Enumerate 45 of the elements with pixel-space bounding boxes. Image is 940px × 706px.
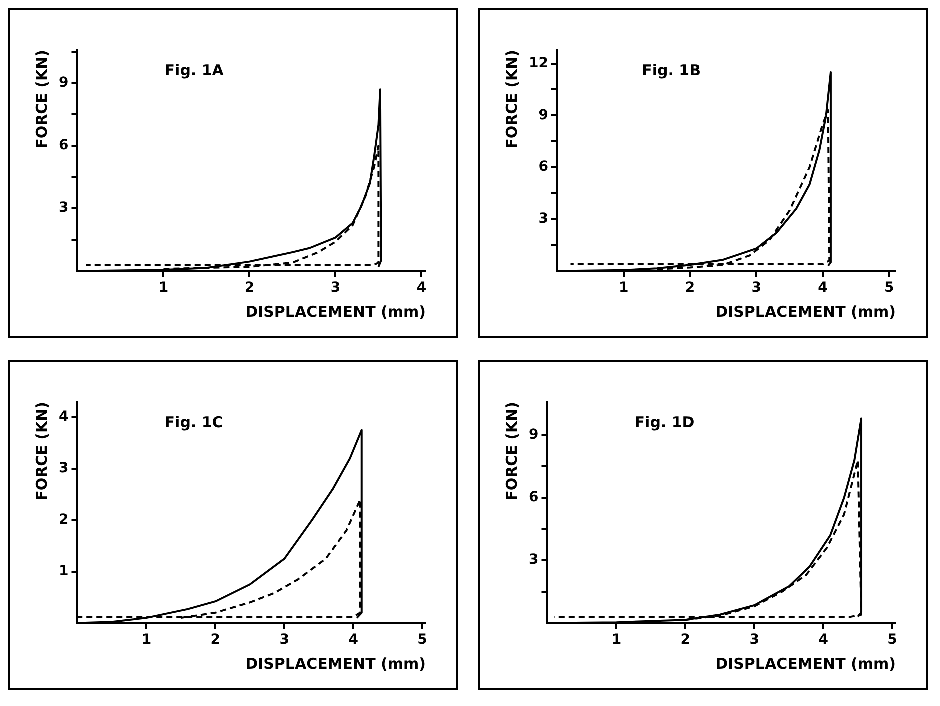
y-tick-label: 1 [58, 563, 69, 580]
y-tick-label: 9 [538, 107, 548, 124]
x-tick-label: 4 [348, 632, 359, 648]
x-tick-label: 1 [158, 280, 169, 296]
text: Fig. 1A [164, 61, 224, 80]
x-tick-label: 1 [612, 632, 622, 648]
x-axis-title: DISPLACEMENT (mm) [716, 302, 896, 321]
x-tick-label: 1 [618, 280, 629, 296]
y-tick-label: 6 [58, 138, 69, 154]
x-axis-title: DISPLACEMENT (mm) [716, 654, 896, 673]
x-tick-label: 1 [142, 632, 152, 648]
y-axis-title: FORCE (KN) [502, 50, 521, 149]
x-axis-title: DISPLACEMENT (mm) [246, 302, 426, 321]
y-axis-title: FORCE (KN) [502, 402, 521, 501]
x-tick-label: 2 [685, 280, 696, 296]
y-tick-label: 2 [58, 512, 69, 528]
x-tick-label: 3 [330, 280, 341, 296]
text: Fig. 1C [164, 413, 224, 432]
y-tick-label: 6 [538, 159, 548, 176]
x-axis-title: DISPLACEMENT (mm) [246, 654, 426, 673]
y-axis-title: FORCE (KN) [32, 402, 51, 501]
text: Fig. 1D [634, 413, 695, 432]
y-tick-label: 4 [58, 409, 69, 426]
x-tick-label: 3 [280, 632, 290, 648]
x-tick-label: 5 [884, 280, 894, 296]
x-tick-label: 5 [418, 632, 428, 648]
y-axis-title: FORCE (KN) [32, 50, 51, 149]
x-tick-label: 2 [680, 632, 691, 648]
y-tick-label: 9 [528, 427, 539, 444]
y-tick-label: 3 [58, 460, 69, 477]
x-tick-label: 3 [752, 280, 762, 296]
x-tick-label: 4 [818, 280, 828, 296]
x-tick-label: 2 [210, 632, 221, 648]
x-tick-label: 4 [416, 280, 427, 296]
y-tick-label: 9 [58, 75, 69, 92]
y-tick-label: 3 [58, 200, 69, 216]
y-tick-label: 3 [528, 552, 539, 568]
text: Fig. 1B [642, 61, 702, 80]
x-tick-label: 3 [750, 632, 760, 648]
y-tick-label: 12 [529, 55, 548, 72]
y-tick-label: 6 [528, 490, 539, 506]
y-tick-label: 3 [538, 210, 548, 227]
x-tick-label: 4 [818, 632, 829, 648]
x-tick-label: 2 [244, 280, 255, 296]
x-tick-label: 5 [888, 632, 898, 648]
